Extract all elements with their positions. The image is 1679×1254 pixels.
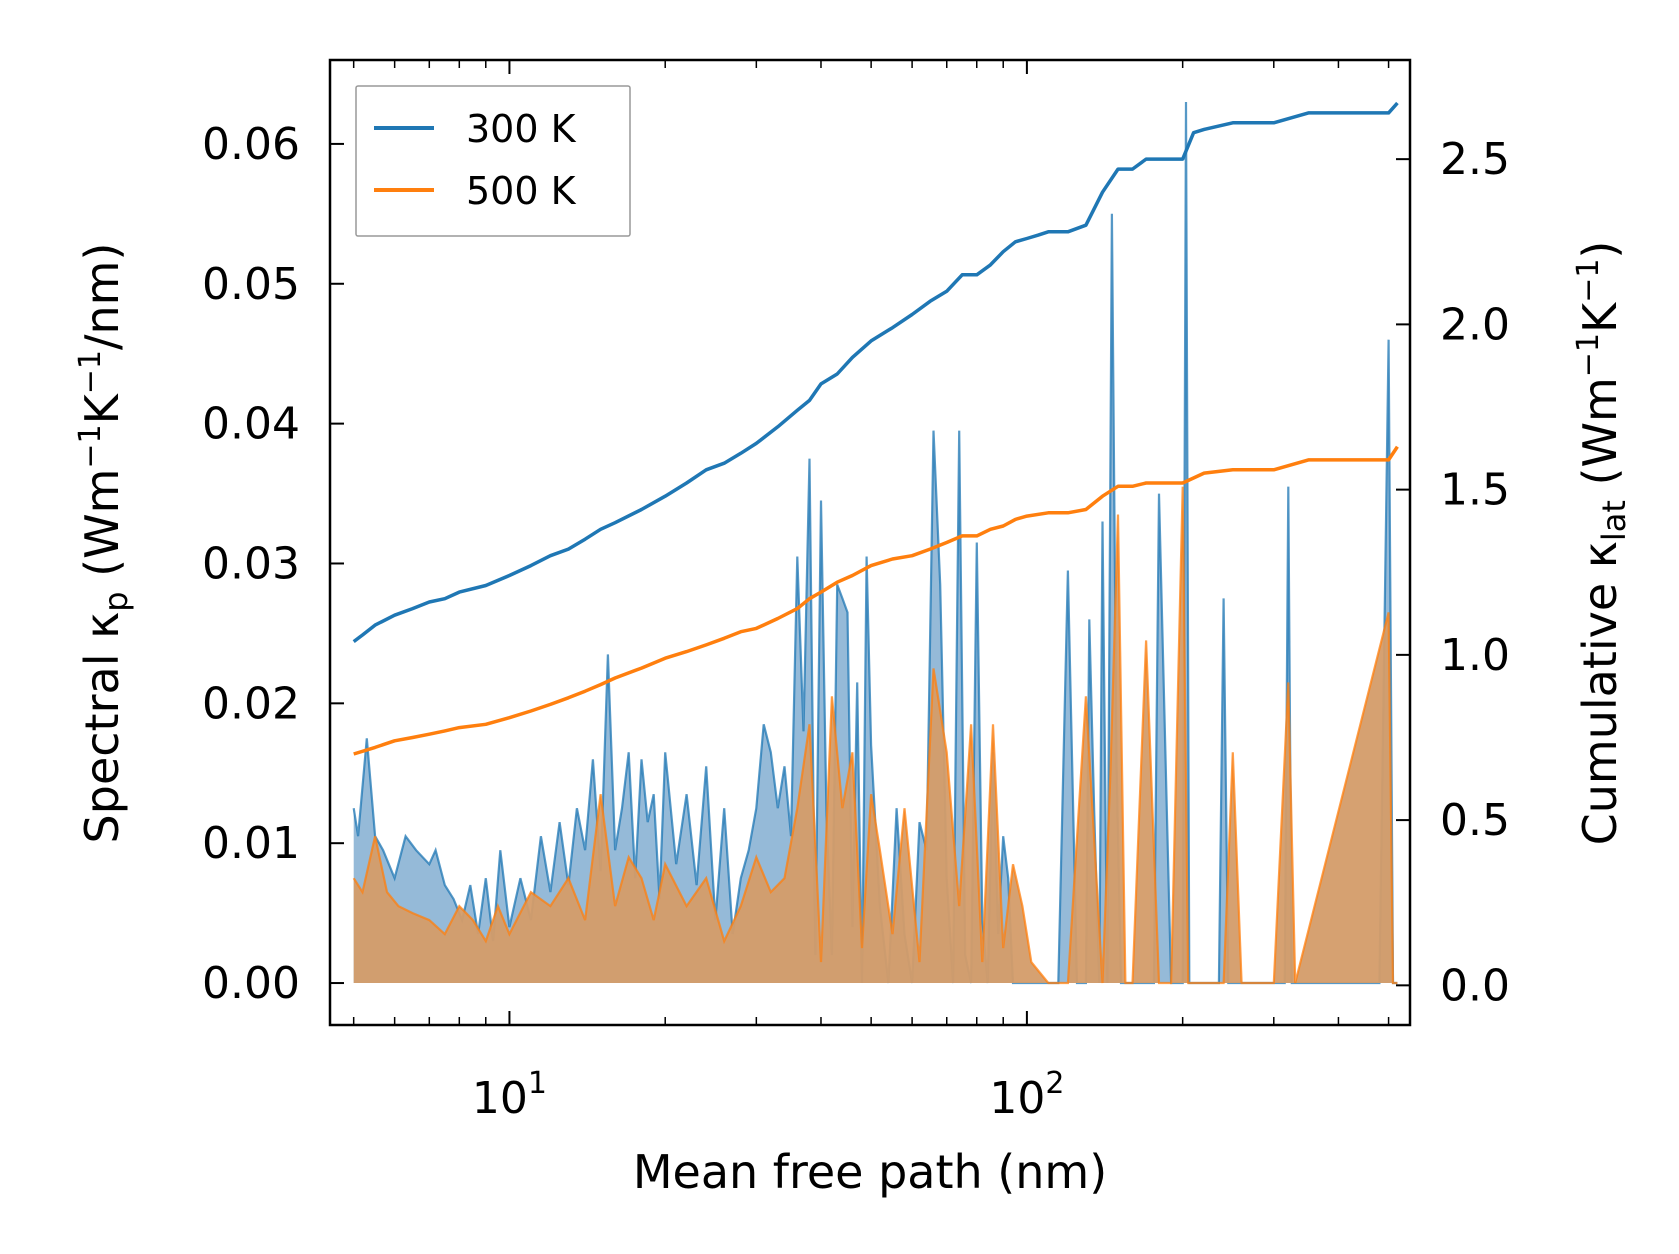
spectral-fills xyxy=(352,101,1398,985)
right-y-label-units: (Wm xyxy=(1573,377,1627,500)
right-y-tick-label: 0.0 xyxy=(1440,960,1510,1011)
legend-label-300k: 300 K xyxy=(466,107,577,151)
left-y-tick-label: 0.00 xyxy=(202,958,300,1009)
x-tick-labels: 101 102 xyxy=(472,1066,1065,1124)
right-y-label-sup1: −1 xyxy=(1571,333,1606,377)
right-y-axis-label: Cumulative κlat (Wm−1K−1) xyxy=(1571,241,1633,846)
left-y-label-sup2: −1 xyxy=(73,350,108,394)
x-tick-label-exponent: 1 xyxy=(528,1066,547,1101)
axis-ticks xyxy=(330,60,1410,1025)
left-y-label-units: (Wm xyxy=(75,469,129,592)
left-y-tick-label: 0.03 xyxy=(202,538,300,589)
left-y-tick-label: 0.06 xyxy=(202,119,300,170)
right-y-label-main: Cumulative κ xyxy=(1573,541,1627,845)
left-y-tick-label: 0.02 xyxy=(202,678,300,729)
right-y-tick-label: 2.5 xyxy=(1440,134,1510,185)
right-y-label-post: ) xyxy=(1573,241,1627,259)
plot-frame xyxy=(328,58,1412,1027)
left-y-label-mid: K xyxy=(75,392,129,424)
right-y-tick-label: 1.0 xyxy=(1440,630,1510,681)
x-tick-label-exponent: 2 xyxy=(1045,1066,1064,1101)
legend-box xyxy=(355,85,631,237)
x-tick-label: 102 xyxy=(989,1066,1064,1124)
right-y-label-mid: K xyxy=(1573,301,1627,333)
left-y-label-sup1: −1 xyxy=(73,424,108,468)
x-tick-label: 101 xyxy=(472,1066,547,1124)
right-y-tick-labels: 0.0 0.5 1.0 1.5 2.0 2.5 xyxy=(1440,134,1510,1011)
right-y-label-sup2: −1 xyxy=(1571,259,1606,303)
right-y-tick-label: 2.0 xyxy=(1440,299,1510,350)
legend: 300 K 500 K xyxy=(355,85,631,237)
cumulative-line-300k xyxy=(352,101,1399,643)
right-y-label-sub: lat xyxy=(1595,500,1633,541)
series-lines xyxy=(352,101,1399,756)
legend-label-500k: 500 K xyxy=(466,169,577,213)
left-y-tick-label: 0.04 xyxy=(202,399,300,450)
right-y-tick-label: 0.5 xyxy=(1440,795,1510,846)
x-tick-label-base: 10 xyxy=(472,1073,528,1124)
left-y-tick-labels: 0.00 0.01 0.02 0.03 0.04 0.05 0.06 xyxy=(202,119,300,1009)
left-y-axis-label: Spectral κp (Wm−1K−1/nm) xyxy=(73,243,135,844)
right-y-tick-label: 1.5 xyxy=(1440,465,1510,516)
left-y-label-main: Spectral κ xyxy=(75,612,129,844)
x-axis-label: Mean free path (nm) xyxy=(633,1145,1107,1199)
cumulative-line-500k xyxy=(353,445,1399,756)
spectral-line-500k xyxy=(352,486,1398,985)
left-y-label-sub: p xyxy=(97,591,135,611)
left-y-tick-label: 0.01 xyxy=(202,818,300,869)
left-y-label-post: /nm) xyxy=(75,243,129,350)
left-y-tick-label: 0.05 xyxy=(202,259,300,310)
x-tick-label-base: 10 xyxy=(989,1073,1045,1124)
